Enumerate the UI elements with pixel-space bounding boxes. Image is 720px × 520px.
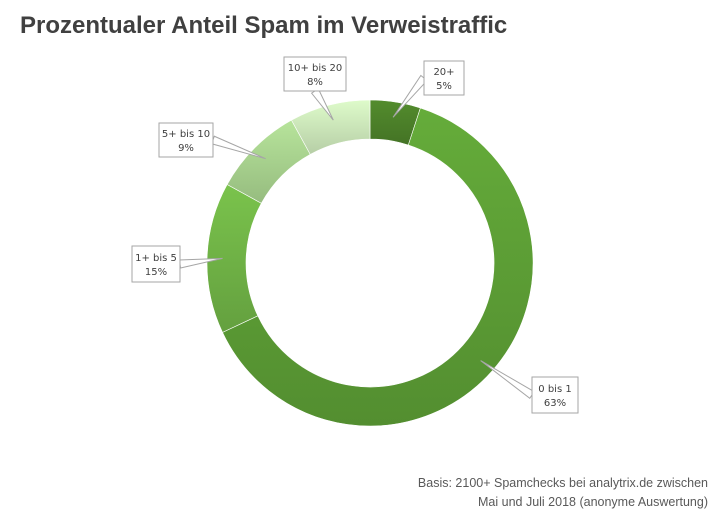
slice-0-bis-1: [222, 107, 534, 427]
source-note-line-1: Basis: 2100+ Spamchecks bei analytrix.de…: [417, 476, 708, 490]
value-label: 15%: [145, 267, 167, 278]
category-label: 0 bis 1: [538, 384, 571, 395]
data-label-box: [158, 122, 214, 158]
chart-title: Prozentualer Anteil Spam im Verweistraff…: [20, 12, 508, 39]
category-label: 5+ bis 10: [162, 129, 210, 140]
slice-10-bis-20: [291, 99, 371, 155]
data-label-box: [423, 60, 465, 96]
data-labels: 20+ 5% 0 bis 1 63% 1+ bis 5 15% 5+ bis 10 9% 10+…: [131, 56, 579, 414]
category-label: 1+ bis 5: [135, 253, 177, 264]
value-label: 5%: [436, 81, 452, 92]
value-label: 63%: [544, 398, 566, 409]
leader-line: [480, 360, 535, 400]
slice-5-bis-10: [226, 119, 311, 204]
category-label: 20+: [433, 67, 454, 78]
value-label: 9%: [178, 143, 194, 154]
source-note: Basis: 2100+ Spamchecks bei analytrix.de…: [248, 474, 708, 512]
category-label: 10+ bis 20: [288, 63, 343, 74]
value-label: 8%: [307, 77, 323, 88]
data-label-box: [283, 56, 347, 92]
source-note-line-2: Mai und Juli 2018 (anonyme Auswertung): [478, 495, 708, 509]
donut-slices: [206, 99, 534, 427]
data-label-box: [531, 376, 579, 414]
data-label-box: [131, 245, 181, 283]
